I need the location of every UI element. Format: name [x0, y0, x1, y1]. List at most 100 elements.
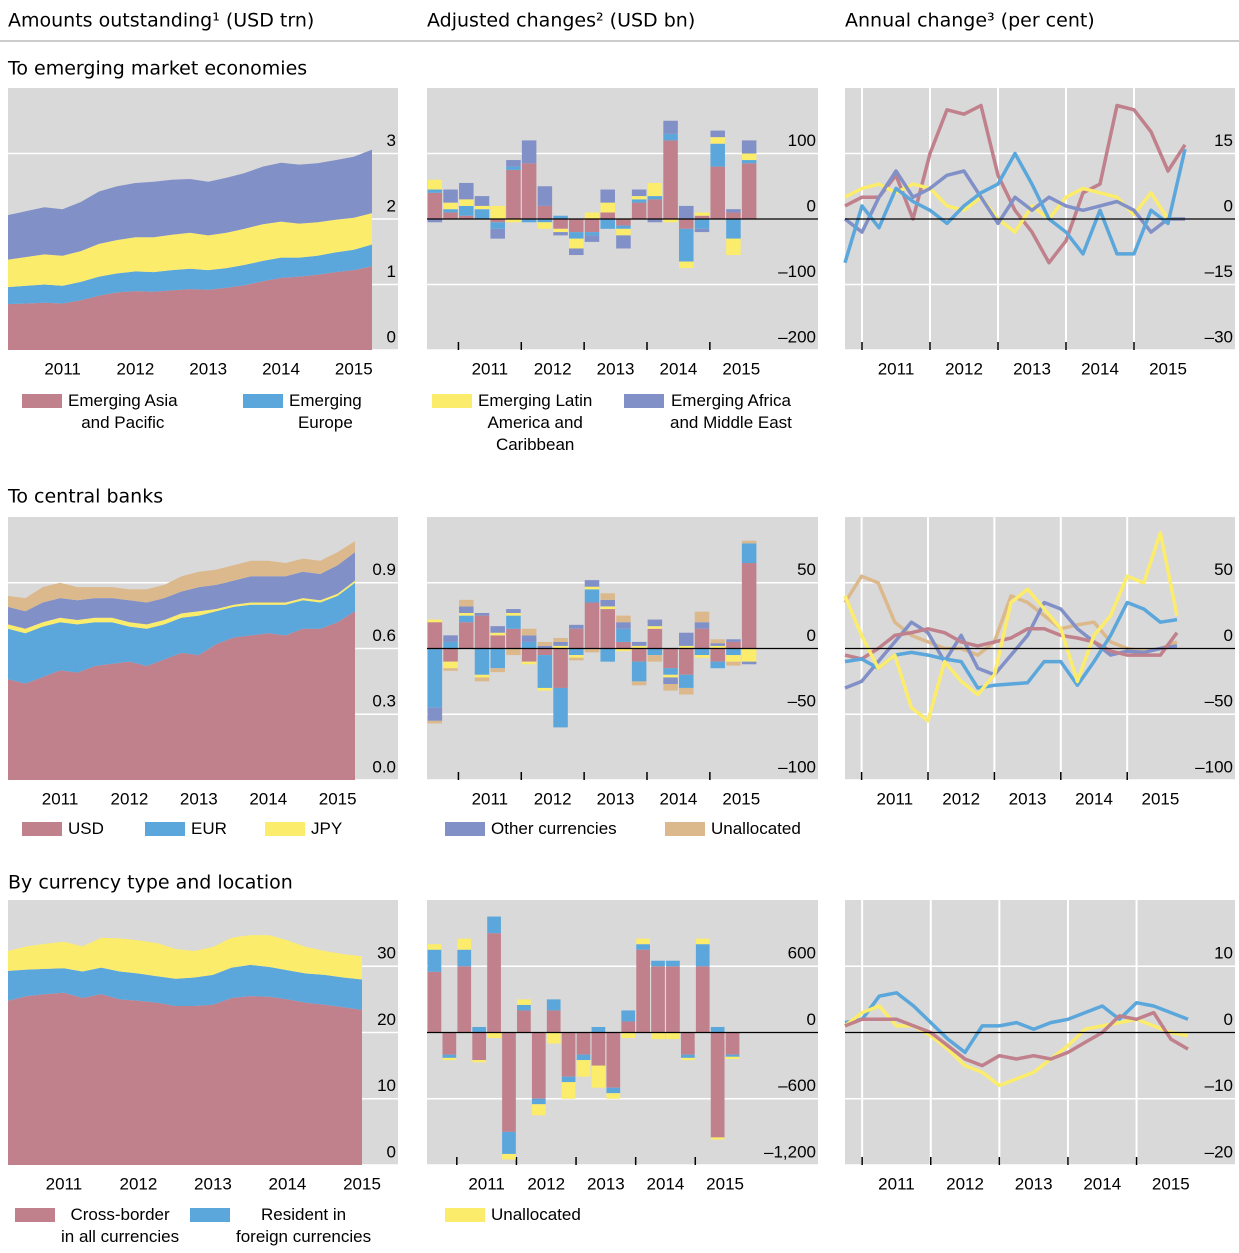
- bar: [647, 196, 663, 200]
- legend-item: EUR: [145, 818, 227, 840]
- bar: [600, 219, 615, 229]
- x-tick-label: 2014: [1081, 359, 1119, 378]
- bar: [457, 938, 472, 950]
- bar: [569, 238, 584, 249]
- bar: [427, 189, 443, 193]
- bar: [561, 1082, 576, 1099]
- legend-label: USD: [68, 819, 104, 838]
- bar: [710, 639, 725, 644]
- chart: –200 –100 0 100 2011 2012 2013 2014 2015: [427, 88, 818, 378]
- bar: [553, 232, 568, 236]
- bar: [663, 684, 678, 691]
- x-tick-label: 2011: [877, 789, 914, 808]
- bar: [553, 219, 568, 229]
- legend-swatch: [445, 822, 485, 836]
- bar: [521, 635, 537, 642]
- bar: [679, 645, 694, 649]
- bar: [647, 648, 663, 656]
- bar: [474, 677, 490, 682]
- bar: [517, 999, 531, 1005]
- y-tick-label: 600: [788, 944, 816, 963]
- x-tick-label: 2012: [534, 789, 572, 808]
- y-tick-label: 0: [807, 626, 816, 645]
- bar: [506, 166, 521, 170]
- x-tick-label: 2015: [706, 1174, 744, 1193]
- bar: [537, 205, 553, 219]
- line: [843, 531, 1179, 723]
- bar: [459, 612, 474, 616]
- bar: [600, 599, 615, 607]
- bar: [442, 1032, 457, 1055]
- bar: [569, 657, 584, 661]
- bar: [472, 1060, 487, 1063]
- bar: [694, 622, 710, 629]
- bar: [569, 219, 584, 233]
- bar: [490, 648, 505, 669]
- bar: [694, 611, 710, 623]
- x-tick-label: 2014: [660, 359, 698, 378]
- bar: [487, 916, 501, 934]
- area: [8, 582, 355, 684]
- area: [8, 552, 355, 629]
- bar: [694, 228, 710, 233]
- bar: [600, 606, 615, 610]
- bar: [680, 1057, 695, 1061]
- bar: [474, 209, 490, 219]
- x-tick-label: 2012: [116, 359, 154, 378]
- bar: [600, 648, 615, 662]
- y-tick-label: 2: [387, 196, 396, 215]
- bar: [647, 199, 663, 219]
- bar: [726, 238, 741, 256]
- x-tick-label: 2014: [647, 1174, 685, 1193]
- bar: [531, 1032, 546, 1099]
- bar: [606, 1087, 621, 1094]
- legend-item: JPY: [265, 818, 342, 840]
- bar: [725, 1032, 740, 1055]
- bar: [616, 225, 631, 229]
- bar: [443, 641, 458, 649]
- bar: [710, 1026, 725, 1033]
- bar: [584, 219, 600, 233]
- bar: [427, 944, 442, 950]
- bar: [726, 639, 741, 642]
- y-tick-label: –1,200: [764, 1142, 816, 1161]
- bar: [694, 655, 710, 658]
- chart: –30 –15 0 15 2011 2012 2013 2014 2015: [843, 88, 1235, 378]
- area: [8, 964, 362, 1010]
- bar: [546, 1010, 561, 1033]
- bar: [442, 1054, 457, 1058]
- x-tick-label: 2013: [1009, 789, 1047, 808]
- bar: [647, 628, 663, 649]
- bar: [741, 563, 757, 649]
- bar: [569, 624, 584, 629]
- y-tick-label: –50: [788, 692, 816, 711]
- bar: [459, 606, 474, 613]
- bar: [631, 196, 647, 200]
- x-tick-label: 2015: [1149, 359, 1187, 378]
- y-tick-label: 20: [377, 1010, 396, 1029]
- bar: [680, 1054, 695, 1058]
- legend-swatch: [243, 394, 283, 408]
- bar: [569, 648, 584, 656]
- legend-swatch: [445, 1208, 485, 1222]
- bar: [506, 648, 521, 656]
- legend-item: Emerging Latin America and Caribbean: [432, 390, 592, 456]
- bar: [726, 209, 741, 213]
- legend-label: Emerging Latin America and Caribbean: [478, 391, 593, 454]
- bar: [584, 232, 600, 236]
- x-tick-label: 2012: [111, 789, 149, 808]
- x-tick-label: 2011: [42, 789, 79, 808]
- bar: [459, 205, 474, 216]
- legend-label: Resident in foreign currencies: [236, 1205, 372, 1246]
- bar: [600, 609, 615, 649]
- x-tick-label: 2014: [1075, 789, 1113, 808]
- legend-swatch: [22, 394, 62, 408]
- y-tick-label: –50: [1205, 692, 1233, 711]
- bar: [651, 960, 665, 967]
- bar: [591, 1026, 606, 1033]
- bar: [600, 212, 615, 219]
- chart: 0 1 2 3 2011 2012 2013 2014 2015: [8, 88, 398, 378]
- bar: [459, 615, 474, 623]
- bar: [537, 186, 553, 206]
- bar: [726, 212, 741, 219]
